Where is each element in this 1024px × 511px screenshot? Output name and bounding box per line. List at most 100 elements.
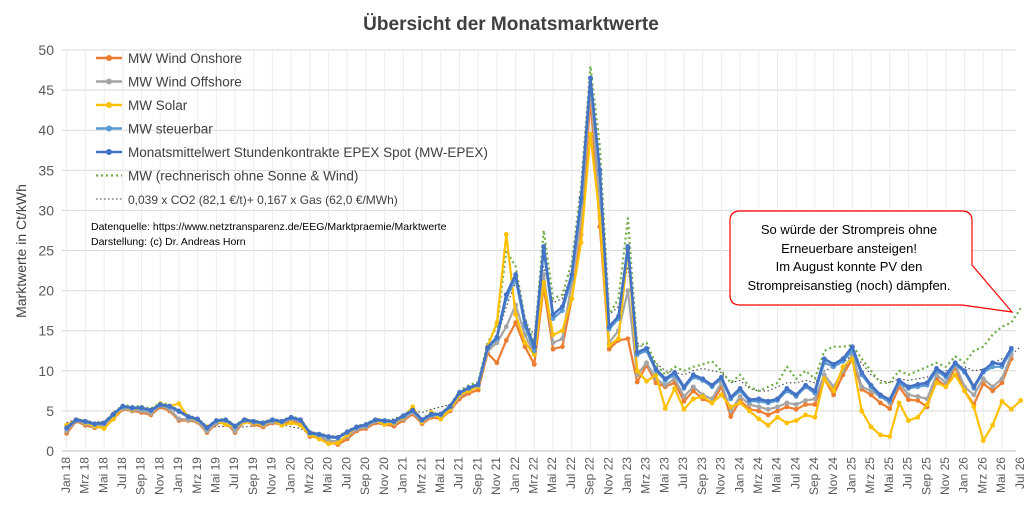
legend-marker bbox=[106, 55, 112, 61]
data-point bbox=[541, 280, 547, 285]
data-point bbox=[990, 388, 996, 394]
data-point bbox=[765, 412, 771, 418]
data-point bbox=[924, 380, 930, 386]
data-point bbox=[606, 346, 612, 352]
data-point bbox=[382, 418, 388, 423]
data-point bbox=[990, 422, 996, 428]
data-point bbox=[784, 420, 790, 426]
data-point bbox=[559, 344, 565, 350]
data-point bbox=[990, 364, 996, 370]
data-point bbox=[503, 232, 509, 237]
legend-marker bbox=[106, 78, 112, 85]
data-point bbox=[204, 425, 210, 431]
data-point bbox=[176, 416, 182, 422]
data-point bbox=[288, 414, 294, 420]
data-point bbox=[971, 392, 977, 398]
x-tick-label: Mrz 26 bbox=[975, 457, 989, 494]
x-tick-label: Mai 19 bbox=[208, 457, 222, 493]
x-tick-label: Sep 25 bbox=[919, 457, 933, 495]
data-point bbox=[503, 324, 509, 330]
data-point bbox=[73, 417, 79, 423]
chart-title: Übersicht der Monatsmarktwerte bbox=[363, 14, 659, 35]
legend-label: MW (rechnerisch ohne Sonne & Wind) bbox=[128, 169, 358, 184]
data-point bbox=[728, 414, 734, 419]
data-point bbox=[690, 372, 696, 378]
data-point bbox=[793, 392, 799, 398]
data-point bbox=[176, 401, 182, 407]
data-point bbox=[578, 195, 584, 201]
data-point bbox=[92, 421, 98, 427]
data-point bbox=[578, 240, 584, 245]
data-point bbox=[812, 388, 818, 394]
data-point bbox=[176, 408, 182, 414]
data-point bbox=[260, 420, 266, 426]
x-tick-label: Jan 26 bbox=[957, 457, 971, 493]
data-point bbox=[522, 340, 528, 346]
data-point bbox=[821, 376, 827, 382]
y-tick-label: 25 bbox=[38, 243, 54, 259]
x-tick-label: Mrz 18 bbox=[78, 457, 92, 494]
data-point bbox=[466, 385, 472, 391]
x-tick-label: Mai 23 bbox=[657, 457, 671, 493]
x-tick-label: Jan 21 bbox=[396, 457, 410, 493]
legend-entry: MW Solar bbox=[96, 98, 188, 113]
data-point bbox=[868, 392, 874, 398]
data-point bbox=[316, 431, 322, 437]
x-tick-label: Jul 19 bbox=[227, 457, 241, 489]
data-point bbox=[120, 403, 126, 409]
y-tick-label: 10 bbox=[38, 363, 54, 379]
legend-label: 0,039 x CO2 (82,1 €/t)+ 0,167 x Gas (62,… bbox=[128, 193, 398, 207]
x-tick-label: Nov 18 bbox=[152, 457, 166, 495]
y-tick-label: 0 bbox=[46, 443, 54, 459]
data-point bbox=[550, 312, 556, 318]
x-tick-label: Mrz 23 bbox=[639, 457, 653, 494]
x-tick-label: Sep 22 bbox=[583, 457, 597, 495]
data-point bbox=[251, 418, 257, 424]
data-point bbox=[354, 424, 360, 430]
series-line bbox=[66, 97, 1022, 438]
data-point bbox=[896, 400, 902, 406]
x-tick-label: Jan 25 bbox=[844, 457, 858, 493]
x-tick-label: Jan 19 bbox=[171, 457, 185, 493]
data-point bbox=[644, 345, 649, 351]
x-tick-label: Mrz 25 bbox=[863, 457, 877, 494]
data-point bbox=[700, 394, 706, 399]
data-point bbox=[756, 396, 762, 402]
data-point bbox=[859, 408, 865, 414]
x-tick-label: Nov 25 bbox=[938, 457, 952, 495]
legend-entry: Monatsmittelwert Stundenkontrakte EPEX S… bbox=[96, 145, 488, 160]
data-point bbox=[849, 344, 855, 350]
data-point bbox=[400, 413, 406, 419]
data-point bbox=[550, 346, 556, 352]
data-point bbox=[887, 434, 893, 439]
data-point bbox=[438, 411, 444, 417]
data-point bbox=[569, 296, 575, 302]
x-tick-label: Mai 20 bbox=[321, 457, 335, 493]
data-point bbox=[625, 288, 631, 293]
data-point bbox=[747, 408, 752, 414]
data-point bbox=[494, 340, 500, 346]
data-point bbox=[335, 434, 341, 440]
legend-label: MW steuerbar bbox=[128, 122, 213, 137]
legend-marker bbox=[106, 125, 112, 132]
data-point bbox=[831, 392, 837, 398]
data-point bbox=[326, 434, 331, 439]
x-tick-label: Jan 23 bbox=[620, 457, 634, 493]
data-point bbox=[728, 408, 734, 414]
data-point bbox=[559, 308, 565, 314]
data-point bbox=[690, 384, 696, 390]
x-tick-label: Sep 20 bbox=[358, 457, 372, 495]
data-point bbox=[672, 370, 678, 375]
x-tick-label: Sep 19 bbox=[246, 457, 260, 495]
data-point bbox=[756, 416, 762, 422]
data-point bbox=[157, 402, 163, 407]
x-tick-label: Nov 24 bbox=[826, 457, 840, 495]
x-axis-ticks: Jan 18 Mrz 18 Mai 18 Jul 18 Sep 18 Nov 18 Jan … bbox=[59, 457, 1024, 495]
data-point bbox=[868, 382, 874, 388]
x-tick-label: Mai 25 bbox=[882, 457, 896, 493]
data-point bbox=[531, 361, 537, 367]
data-point bbox=[634, 349, 640, 355]
source-line-2: Darstellung: (c) Dr. Andreas Horn bbox=[91, 236, 246, 248]
data-point bbox=[634, 379, 640, 385]
x-tick-label: Sep 24 bbox=[807, 457, 821, 495]
